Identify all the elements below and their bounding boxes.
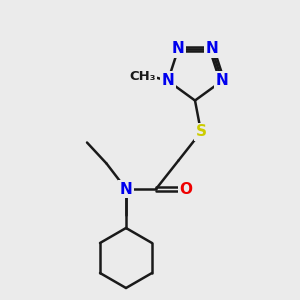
- Text: N: N: [120, 182, 132, 196]
- Text: O: O: [179, 182, 193, 196]
- Text: CH₃: CH₃: [129, 70, 156, 83]
- Text: N: N: [161, 73, 174, 88]
- Text: N: N: [172, 41, 184, 56]
- Text: S: S: [196, 124, 206, 140]
- Text: N: N: [216, 73, 229, 88]
- Text: N: N: [206, 41, 218, 56]
